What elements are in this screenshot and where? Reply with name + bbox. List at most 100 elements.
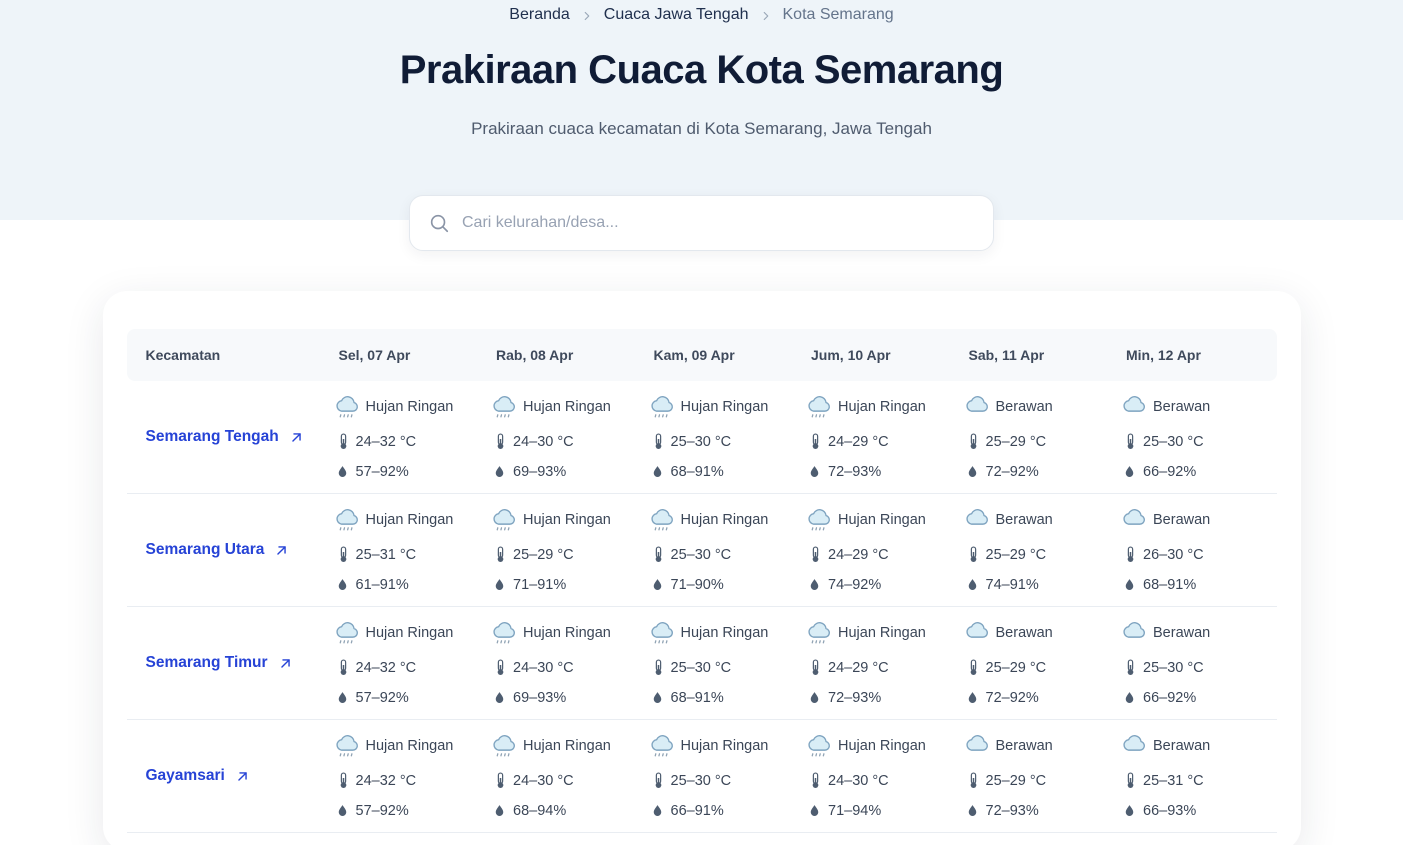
- forecast-cell: Hujan Ringan 24–29 °C 72–93%: [804, 394, 962, 480]
- rain-drops: [339, 753, 353, 757]
- condition-label: Hujan Ringan: [680, 398, 769, 415]
- thermometer-icon: [332, 658, 356, 677]
- table-row: Semarang Timur Hujan Ring: [126, 607, 1277, 720]
- humidity-value: 71–91%: [513, 577, 567, 593]
- forecast-cell: Hujan Ringan 25–31 °C 61–91%: [332, 507, 490, 593]
- rain-drops: [339, 414, 353, 418]
- district-name: Semarang Utara: [145, 541, 265, 558]
- breadcrumb-current: Kota Semarang: [782, 6, 894, 23]
- rain-cloud-icon: [647, 394, 677, 419]
- humidity-drop-icon: [804, 577, 828, 593]
- forecast-cell: Hujan Ringan 24–29 °C 72–93%: [804, 620, 962, 706]
- district-name: Gayamsari: [145, 767, 225, 784]
- table-row: Semarang Tengah Hujan Rin: [126, 381, 1277, 494]
- page-subtitle: Prakiraan cuaca kecamatan di Kota Semara…: [471, 119, 932, 138]
- condition-label: Hujan Ringan: [523, 398, 611, 415]
- forecast-cell: Hujan Ringan 24–32 °C 57–92%: [332, 394, 490, 480]
- humidity-drop-icon: [962, 803, 986, 819]
- cloud-icon: [962, 394, 992, 419]
- humidity-drop-icon: [1119, 803, 1143, 819]
- humidity-value: 72–92%: [985, 464, 1039, 480]
- temperature-value: 25–30 °C: [1143, 433, 1204, 450]
- district-link[interactable]: Semarang Utara: [146, 541, 291, 559]
- rain-drops: [496, 414, 510, 418]
- rain-drops: [496, 640, 510, 644]
- humidity-drop-icon: [647, 803, 671, 819]
- condition-label: Berawan: [1153, 624, 1211, 641]
- humidity-value: 68–91%: [670, 690, 724, 706]
- humidity-value: 72–92%: [985, 690, 1039, 706]
- temperature-value: 25–30 °C: [670, 772, 732, 789]
- temperature-value: 25–30 °C: [670, 546, 732, 563]
- temperature-value: 25–29 °C: [513, 546, 574, 563]
- rain-cloud-icon: [489, 507, 519, 532]
- chevron-right-icon: [580, 9, 594, 23]
- rain-cloud-icon: [647, 507, 677, 532]
- temperature-value: 25–30 °C: [670, 433, 732, 450]
- chevron-right-icon: [759, 9, 773, 23]
- forecast-cell: Hujan Ringan 25–30 °C 68–91%: [647, 620, 805, 706]
- temperature-value: 26–30 °C: [1143, 546, 1204, 563]
- column-header-day-2: Rab, 08 Apr: [496, 347, 574, 363]
- search-section: [0, 195, 1403, 251]
- forecast-cell: Hujan Ringan 24–29 °C 74–92%: [804, 507, 962, 593]
- thermometer-icon: [804, 658, 828, 677]
- thermometer-icon: [804, 545, 828, 564]
- humidity-value: 57–92%: [355, 464, 409, 480]
- rain-drops: [811, 414, 825, 418]
- district-cell: Semarang Timur: [127, 654, 332, 672]
- search-input[interactable]: [462, 214, 975, 232]
- humidity-drop-icon: [489, 690, 513, 706]
- thermometer-icon: [647, 432, 671, 451]
- search-box[interactable]: [409, 195, 994, 251]
- rain-drops: [811, 753, 825, 757]
- humidity-value: 68–91%: [1143, 577, 1197, 593]
- humidity-value: 68–94%: [513, 803, 567, 819]
- forecast-cell: Hujan Ringan 25–30 °C 66–91%: [647, 733, 805, 819]
- condition-label: Berawan: [1153, 398, 1211, 415]
- humidity-value: 66–93%: [1143, 803, 1197, 819]
- thermometer-icon: [804, 432, 828, 451]
- district-link[interactable]: Gayamsari: [146, 767, 251, 785]
- column-header-day-3: Kam, 09 Apr: [653, 347, 735, 363]
- cloud-icon: [962, 733, 992, 758]
- rain-drops: [811, 527, 825, 531]
- cloud-icon: [1119, 394, 1149, 419]
- condition-label: Hujan Ringan: [523, 624, 611, 641]
- rain-drops: [654, 640, 668, 644]
- condition-label: Hujan Ringan: [523, 737, 611, 754]
- forecast-cell: Hujan Ringan 25–30 °C 71–90%: [647, 507, 805, 593]
- district-link[interactable]: Semarang Timur: [146, 654, 294, 672]
- forecast-cell: Hujan Ringan 24–32 °C 57–92%: [332, 620, 490, 706]
- cloud-icon: [1119, 733, 1149, 758]
- forecast-cell: Hujan Ringan 24–30 °C 69–93%: [489, 394, 647, 480]
- temperature-value: 25–29 °C: [985, 546, 1047, 563]
- forecast-cell: Berawan 25–31 °C 66–93%: [1119, 733, 1277, 819]
- breadcrumb-link-cuaca-jawa-tengah[interactable]: Cuaca Jawa Tengah: [603, 6, 749, 23]
- condition-label: Hujan Ringan: [838, 737, 926, 754]
- district-name: Semarang Tengah: [145, 428, 279, 445]
- forecast-cell: Hujan Ringan 25–30 °C 68–91%: [647, 394, 805, 480]
- breadcrumb-link-beranda[interactable]: Beranda: [509, 6, 570, 23]
- rain-cloud-icon: [804, 620, 834, 645]
- humidity-drop-icon: [1119, 577, 1143, 593]
- humidity-drop-icon: [1119, 690, 1143, 706]
- search-icon: [428, 212, 450, 234]
- thermometer-icon: [647, 658, 671, 677]
- rain-drops: [654, 527, 668, 531]
- rain-drops: [654, 414, 668, 418]
- rain-cloud-icon: [804, 507, 834, 532]
- temperature-value: 24–30 °C: [513, 659, 574, 676]
- humidity-drop-icon: [804, 690, 828, 706]
- condition-label: Hujan Ringan: [838, 624, 926, 641]
- humidity-drop-icon: [332, 803, 356, 819]
- thermometer-icon: [1119, 771, 1143, 790]
- column-header-kecamatan: Kecamatan: [145, 347, 221, 363]
- external-link-arrow-icon: [273, 542, 290, 559]
- condition-label: Hujan Ringan: [680, 737, 769, 754]
- district-link[interactable]: Semarang Tengah: [146, 428, 305, 446]
- rain-cloud-icon: [804, 394, 834, 419]
- rain-cloud-icon: [489, 394, 519, 419]
- humidity-drop-icon: [804, 464, 828, 480]
- temperature-value: 25–29 °C: [985, 433, 1047, 450]
